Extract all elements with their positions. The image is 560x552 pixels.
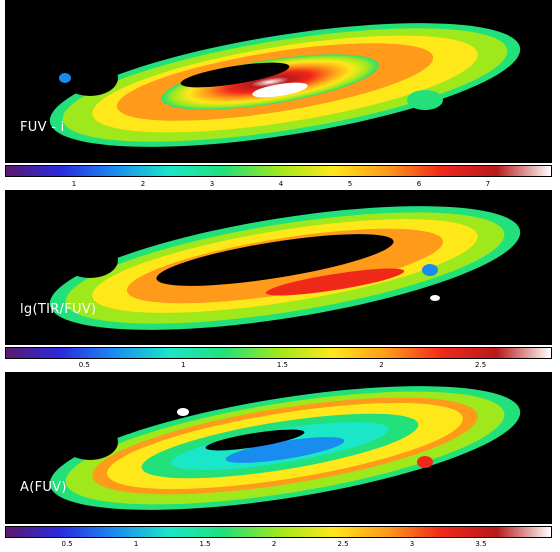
colorbar-tick-label: 1.5 [199,540,211,548]
colorbar-tick-label: 3.5 [475,540,487,548]
galaxy-image-a-fuv [49,386,521,510]
colorbar-tick-label: 4 [278,180,284,188]
colorbar-tick-label: 7 [485,180,491,188]
colorbar-a-fuv [5,526,552,538]
colorbar-tick-label: 2 [140,180,146,188]
colorbar-ticks-lg-tir-fuv: 0.5 1 1.5 2 2.5 [5,361,552,373]
colorbar-tick-label: 6 [416,180,422,188]
galaxy-map-fuv-i: FUV - i [5,0,552,163]
panel-label-fuv-i: FUV - i [20,120,65,135]
colorbar-tick-label: 1 [181,361,186,369]
colorbar-gradient [5,347,552,359]
galaxy-map-a-fuv: A(FUV) [5,372,552,524]
colorbar-tick-label: 1 [71,180,77,188]
colorbar-tick-label: 0.5 [78,361,90,369]
galaxy-image-fuv-i [49,23,521,147]
colorbar-gradient [5,165,552,177]
colorbar-ticks-a-fuv: 0.5 1 1.5 2 2.5 3 3.5 [5,540,552,552]
panel-label-a-fuv: A(FUV) [20,480,67,495]
colorbar-tick-label: 3 [409,540,415,548]
colorbar-gradient [5,526,552,538]
colorbar-tick-label: 0.5 [61,540,73,548]
colorbar-lg-tir-fuv [5,347,552,359]
colorbar-tick-label: 3 [209,180,215,188]
galaxy-image-lg-tir-fuv [49,206,521,330]
panel-label-lg-tir-fuv: lg(TIR/FUV) [20,302,97,317]
colorbar-tick-label: 1.5 [276,361,289,369]
colorbar-tick-label: 5 [347,180,353,188]
colorbar-ticks-fuv-i: 1 2 3 4 5 6 7 [5,180,552,192]
colorbar-fuv-i [5,165,552,177]
colorbar-tick-label: 2.5 [337,540,349,548]
galaxy-map-lg-tir-fuv: lg(TIR/FUV) [5,190,552,345]
colorbar-tick-label: 2.5 [475,361,487,369]
colorbar-tick-label: 2 [379,361,384,369]
colorbar-tick-label: 1 [133,540,139,548]
colorbar-tick-label: 2 [271,540,277,548]
